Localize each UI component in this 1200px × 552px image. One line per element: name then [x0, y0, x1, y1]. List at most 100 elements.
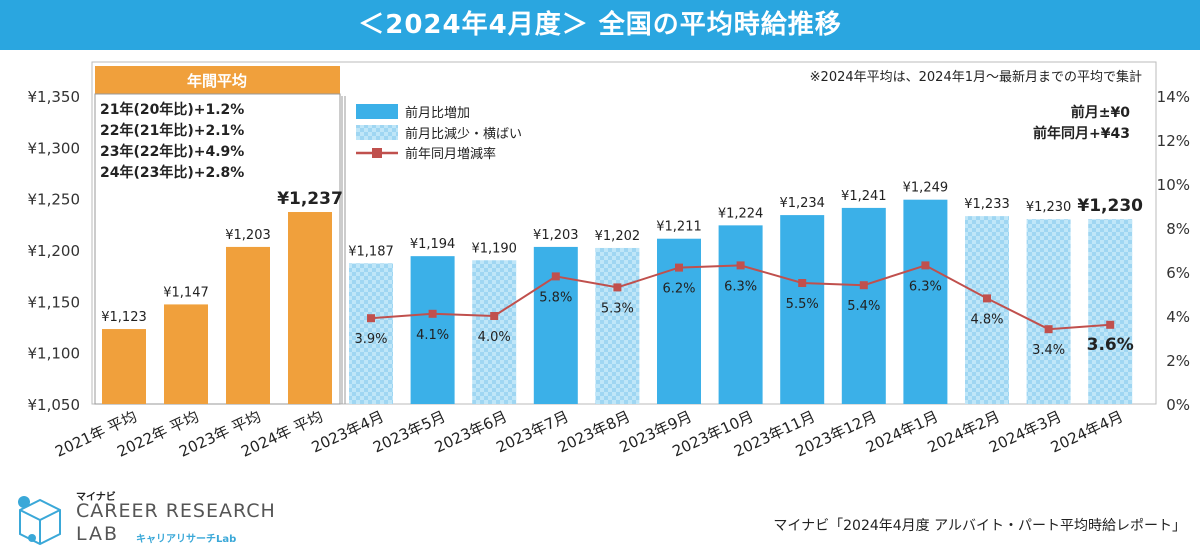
- yoy-point: [675, 263, 683, 272]
- yoy-point-label: 5.4%: [847, 299, 880, 314]
- annual-panel-box: [94, 93, 341, 405]
- brand-line2: LAB: [76, 523, 120, 545]
- yoy-point: [736, 261, 745, 270]
- summary-mom: 前月±¥0: [1071, 104, 1130, 121]
- bar: [718, 225, 763, 404]
- y-tick-label: ¥1,100: [28, 345, 81, 363]
- y2-tick-label: 0%: [1166, 396, 1190, 414]
- annual-line-1: 21年(20年比)+1.2%: [100, 101, 244, 118]
- bar-value-label: ¥1,234: [779, 196, 825, 211]
- summary-yoy: 前年同月+¥43: [1033, 125, 1130, 142]
- legend-label-increase: 前月比増加: [405, 105, 470, 121]
- annual-panel-title: 年間平均: [187, 72, 247, 90]
- source-credit: マイナビ「2024年4月度 アルバイト・パート平均時給レポート」: [773, 518, 1186, 534]
- brand-line1: CAREER RESEARCH: [76, 500, 276, 522]
- annual-line-2: 22年(21年比)+2.1%: [100, 122, 244, 139]
- bar: [226, 246, 270, 404]
- brand-logo: マイナビ CAREER RESEARCH LAB キャリアリサーチLab: [8, 488, 288, 548]
- y-tick-label: ¥1,350: [28, 88, 81, 106]
- y2-tick-label: 12%: [1157, 132, 1190, 150]
- note-text: ※2024年平均は、2024年1月～最新月までの平均で集計: [809, 70, 1142, 85]
- y-tick-label: ¥1,250: [28, 191, 81, 209]
- bar: [288, 212, 332, 404]
- bar-value-label: ¥1,194: [410, 237, 456, 252]
- bars: [102, 199, 1133, 404]
- legend-marker-yoy: [372, 148, 382, 158]
- bar-value-label: ¥1,147: [163, 285, 209, 300]
- legend-swatch-decrease: [356, 125, 398, 140]
- bar: [903, 199, 948, 404]
- bar-value-label: ¥1,202: [595, 229, 641, 244]
- yoy-point-label: 4.0%: [478, 330, 511, 345]
- bar: [1026, 219, 1071, 404]
- yoy-point: [490, 312, 499, 320]
- yoy-point-label: 3.9%: [354, 332, 387, 347]
- yoy-point: [551, 272, 560, 281]
- y2-tick-label: 8%: [1166, 220, 1190, 238]
- y-axis-left: ¥1,050 ¥1,100 ¥1,150 ¥1,200 ¥1,250 ¥1,300 ¥1,3…: [28, 88, 81, 414]
- y-tick-label: ¥1,150: [28, 293, 81, 311]
- bar: [657, 238, 701, 404]
- bar-value-label: ¥1,203: [225, 228, 271, 243]
- bar-value-label: ¥1,233: [964, 197, 1010, 212]
- y2-tick-label: 6%: [1166, 264, 1190, 282]
- legend-label-yoy: 前年同月増減率: [405, 146, 496, 162]
- bar-value-label: ¥1,224: [718, 206, 764, 221]
- yoy-point-label: 4.8%: [970, 312, 1003, 327]
- yoy-line-layer: 3.9% 4.1% 4.0% 5.8% 5.3% 6.2% 6.3% 5.5% 5.4% 6.3%…: [354, 261, 1134, 358]
- bar: [164, 304, 208, 404]
- bar: [533, 246, 578, 404]
- yoy-point-label: 5.5%: [786, 297, 819, 312]
- yoy-point-label: 6.3%: [724, 279, 757, 294]
- yoy-point-label: 5.8%: [539, 290, 572, 305]
- page-title: ＜2024年4月度＞ 全国の平均時給推移: [358, 10, 842, 40]
- y-tick-label: ¥1,200: [28, 242, 81, 260]
- bar-value-label: ¥1,187: [348, 244, 394, 259]
- y2-tick-label: 4%: [1166, 308, 1190, 326]
- bar-value-labels: ¥1,123 ¥1,147 ¥1,203 ¥1,237 ¥1,187 ¥1,194 ¥1,1…: [101, 181, 1143, 325]
- bar-value-label: ¥1,230: [1077, 196, 1143, 216]
- bar: [1088, 219, 1133, 404]
- yoy-point: [921, 261, 930, 270]
- yoy-point-label: 5.3%: [601, 301, 634, 316]
- yoy-point-label: 6.2%: [662, 282, 695, 297]
- annual-line-4: 24年(23年比)+2.8%: [100, 164, 244, 181]
- yoy-point: [859, 281, 868, 290]
- yoy-point: [798, 279, 807, 287]
- bar: [780, 215, 825, 404]
- bar: [472, 260, 517, 404]
- yoy-point-label: 3.4%: [1032, 343, 1065, 358]
- yoy-point: [983, 294, 991, 303]
- bar: [410, 256, 455, 404]
- yoy-point: [367, 314, 375, 323]
- yoy-point: [428, 309, 437, 318]
- bar: [595, 247, 640, 404]
- bar-value-label: ¥1,190: [471, 241, 517, 256]
- y-axis-right: 0% 2% 4% 6% 8% 10% 12% 14%: [1157, 88, 1190, 414]
- bar-value-label: ¥1,230: [1026, 200, 1072, 215]
- brand-kana: キャリアリサーチLab: [136, 534, 237, 545]
- brand-cube-icon: [18, 496, 61, 546]
- bar-value-label: ¥1,211: [656, 220, 702, 235]
- bar: [965, 216, 1009, 404]
- bar: [102, 329, 146, 404]
- y2-tick-label: 14%: [1157, 88, 1190, 106]
- bar-value-label: ¥1,203: [533, 228, 579, 243]
- bar-value-label: ¥1,123: [101, 310, 147, 325]
- annual-panel-header: [95, 66, 340, 94]
- yoy-point: [613, 283, 622, 292]
- yoy-point-label: 3.6%: [1087, 335, 1134, 355]
- y-tick-label: ¥1,050: [28, 396, 81, 414]
- title-bar: [0, 0, 1200, 50]
- brand-small: マイナビ: [76, 492, 116, 503]
- bar-value-label: ¥1,249: [903, 181, 949, 196]
- legend-swatch-increase: [356, 104, 398, 119]
- bar-value-label: ¥1,237: [277, 189, 343, 209]
- bar-value-label: ¥1,241: [841, 189, 887, 204]
- bar: [841, 207, 886, 404]
- yoy-point: [1044, 325, 1053, 334]
- y2-tick-label: 2%: [1166, 352, 1190, 370]
